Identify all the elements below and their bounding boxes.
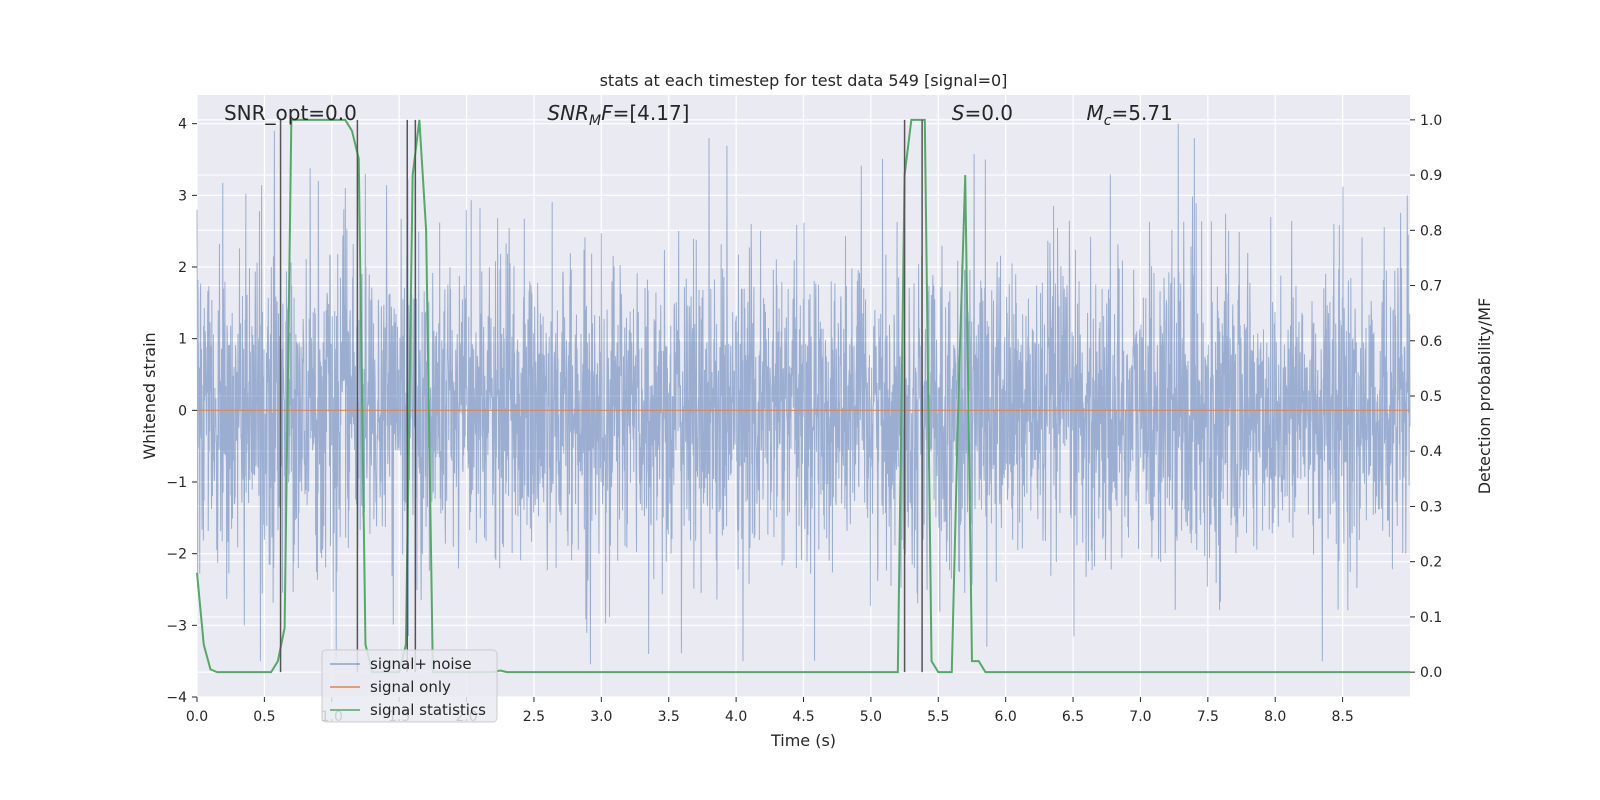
y-tick-label: 1: [178, 332, 187, 348]
legend-entry: signal only: [370, 678, 451, 696]
y2-tick-label: 0.7: [1420, 279, 1442, 295]
y-tick-label: 3: [178, 188, 187, 204]
x-tick-label: 8.0: [1264, 709, 1286, 725]
y2-tick-label: 0.0: [1420, 665, 1442, 681]
legend-entry: signal statistics: [370, 701, 486, 719]
x-tick-label: 4.0: [725, 709, 747, 725]
y-axis-label: Whitened strain: [140, 332, 159, 459]
y2-tick-label: 0.1: [1420, 610, 1442, 626]
annotation-mc: Mc=5.71: [1087, 101, 1173, 129]
y-tick-label: 4: [178, 117, 187, 133]
y2-axis-label: Detection probability/MF: [1475, 298, 1494, 495]
annotations: SNR_opt=0.0 SNRMF=[4.17] S=0.0 Mc=5.71: [224, 101, 1173, 129]
y2-tick-label: 0.5: [1420, 389, 1442, 405]
series-line-signal-plus-noise: [196, 123, 1411, 665]
y2-tick-label: 0.8: [1420, 223, 1442, 239]
legend: signal+ noise signal only signal statistic…: [321, 649, 498, 723]
vertical-markers: [279, 119, 923, 673]
x-tick-label: 7.5: [1197, 709, 1219, 725]
y2-tick-label: 0.2: [1420, 555, 1442, 571]
annotation-snr-mf: SNRMF=[4.17]: [547, 101, 689, 129]
y-tick-label: −3: [166, 618, 187, 634]
x-tick-label: 7.0: [1129, 709, 1151, 725]
y2-tick-label: 0.9: [1420, 168, 1442, 184]
x-tick-label: 4.5: [792, 709, 814, 725]
y-tick-label: −1: [166, 475, 187, 491]
chart-title: stats at each timestep for test data 549…: [600, 71, 1008, 90]
x-tick-label: 3.5: [658, 709, 680, 725]
y-tick-label: 0: [178, 403, 187, 419]
annotation-s: S=0.0: [952, 101, 1013, 125]
legend-entry: signal+ noise: [370, 655, 472, 673]
legend-box: [321, 649, 498, 723]
x-tick-label: 2.5: [523, 709, 545, 725]
x-tick-label: 0.5: [253, 709, 275, 725]
y-tick-label: −4: [166, 690, 187, 706]
annotation-snr-opt: SNR_opt=0.0: [224, 101, 357, 125]
y2-tick-label: 0.3: [1420, 499, 1442, 515]
x-tick-label: 5.5: [927, 709, 949, 725]
y-tick-label: 2: [178, 260, 187, 276]
x-axis-label: Time (s): [770, 731, 836, 750]
y2-tick-label: 1.0: [1420, 113, 1442, 129]
x-tick-label: 8.5: [1331, 709, 1353, 725]
x-tick-label: 6.5: [1062, 709, 1084, 725]
x-tick-label: 0.0: [186, 709, 208, 725]
y2-tick-label: 0.6: [1420, 334, 1442, 350]
x-tick-label: 6.0: [995, 709, 1017, 725]
y-tick-label: −2: [166, 547, 187, 563]
y2-tick-label: 0.4: [1420, 444, 1442, 460]
x-tick-label: 5.0: [860, 709, 882, 725]
series-signal-plus-noise: [196, 123, 1411, 665]
x-tick-label: 3.0: [590, 709, 612, 725]
